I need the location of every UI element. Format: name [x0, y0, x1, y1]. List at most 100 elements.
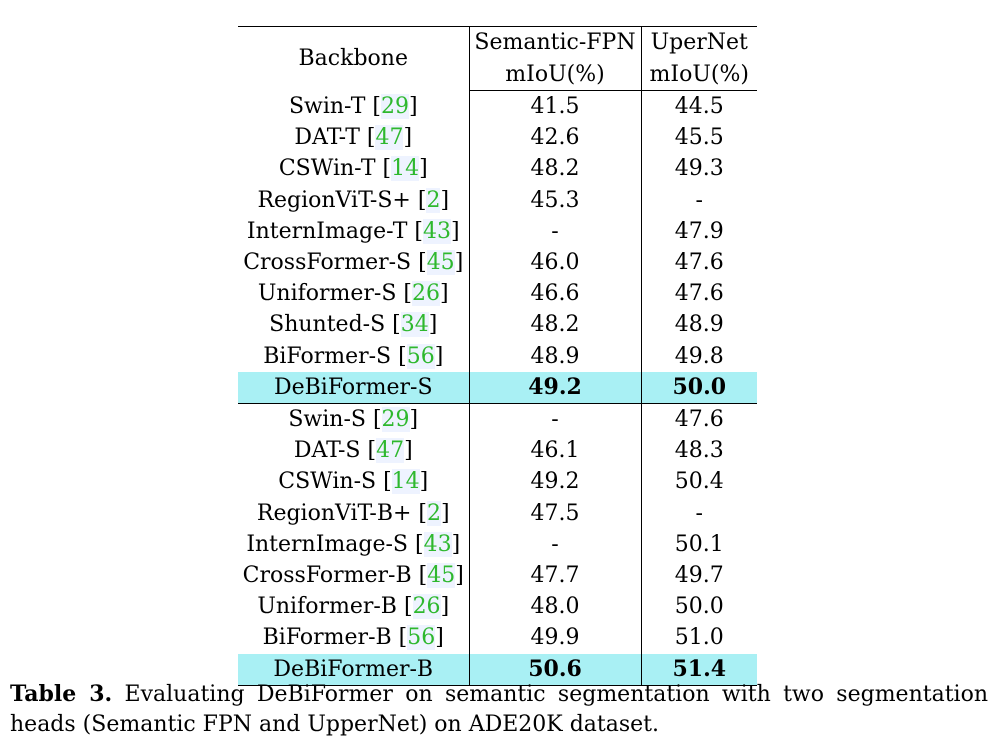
table-row: CSWin-T [14] 48.2 49.3 — [238, 153, 757, 185]
upernet-miou-cell: 49.3 — [674, 156, 724, 182]
citation-link[interactable]: 56 — [407, 625, 436, 651]
citation-link[interactable]: 47 — [375, 125, 404, 151]
upernet-miou-cell: 50.0 — [674, 594, 724, 620]
table-row: RegionViT-B+ [2] 47.5 - — [238, 497, 757, 529]
citation-link[interactable]: 56 — [406, 343, 435, 369]
upernet-miou-cell: 47.6 — [674, 250, 724, 276]
upernet-miou-cell: 51.4 — [641, 653, 757, 686]
citation-link[interactable]: 2 — [427, 500, 441, 526]
citation-link[interactable]: 45 — [426, 250, 455, 276]
fpn-miou-cell: - — [469, 403, 642, 436]
table-caption: Table 3. Evaluating DeBiFormer on semant… — [10, 679, 988, 740]
upernet-miou-cell: 50.4 — [674, 469, 724, 495]
backbone-name: RegionViT-S+ — [257, 187, 411, 213]
citation-link[interactable]: 2 — [426, 187, 441, 213]
backbone-cell: Uniformer-B [26] — [238, 591, 470, 623]
backbone-cell: Swin-T [29] — [238, 90, 470, 123]
backbone-name: CrossFormer-B — [242, 563, 412, 589]
fpn-miou-cell: 48.0 — [469, 591, 642, 623]
upernet-miou-cell: 47.9 — [674, 218, 724, 244]
backbone-name: BiFormer-S — [263, 343, 392, 369]
fpn-miou-cell: 46.1 — [469, 435, 642, 467]
fpn-miou-cell: 48.2 — [469, 153, 642, 185]
fpn-miou-cell: 46.0 — [469, 247, 642, 279]
table-row: DAT-T [47] 42.6 45.5 — [238, 122, 757, 154]
backbone-cell: BiFormer-B [56] — [238, 622, 470, 654]
backbone-name: DAT-T — [294, 125, 360, 151]
backbone-name: Uniformer-B — [257, 594, 397, 620]
citation-link[interactable]: 43 — [423, 531, 452, 557]
citation-link[interactable]: 45 — [427, 563, 456, 589]
backbone-cell: DAT-T [47] — [238, 122, 470, 154]
table-row: CrossFormer-B [45] 47.7 49.7 — [238, 560, 757, 592]
fpn-miou-cell: 48.9 — [469, 340, 642, 372]
header-fpn-line2: mIoU(%) — [469, 58, 642, 91]
backbone-name: CrossFormer-S — [243, 250, 412, 276]
table-row: DeBiFormer-B 50.6 51.4 — [238, 653, 757, 686]
caption-label: Table 3. — [10, 681, 113, 707]
header-fpn-line1: Semantic-FPN — [469, 26, 642, 59]
table-row: DeBiFormer-S 49.2 50.0 — [238, 371, 757, 405]
fpn-miou-cell: 41.5 — [469, 90, 642, 123]
backbone-cell: CSWin-T [14] — [238, 153, 470, 185]
fpn-miou-cell: - — [469, 528, 642, 561]
header-backbone: Backbone — [238, 26, 470, 91]
upernet-miou-cell: 50.0 — [641, 371, 757, 405]
table-row: InternImage-S [43] - 50.1 — [238, 528, 757, 561]
citation-link[interactable]: 29 — [380, 93, 409, 119]
backbone-name: Swin-T — [288, 93, 366, 119]
table-row: BiFormer-B [56] 49.9 51.0 — [238, 622, 757, 654]
backbone-cell: Swin-S [29] — [238, 403, 470, 436]
fpn-miou-cell: 49.2 — [469, 371, 642, 405]
table-body: Swin-T [29] 41.5 44.5 DAT-T [47] 42.6 45.5 CSW… — [238, 90, 757, 686]
upernet-miou-cell: 47.6 — [674, 281, 724, 307]
backbone-name: InternImage-T — [246, 218, 408, 244]
table-row: Swin-S [29] - 47.6 — [238, 403, 757, 436]
fpn-miou-cell: 45.3 — [469, 184, 642, 216]
citation-link[interactable]: 26 — [412, 281, 441, 307]
fpn-miou-cell: 47.7 — [469, 560, 642, 592]
fpn-miou-cell: 42.6 — [469, 122, 642, 154]
upernet-miou-cell: 48.3 — [674, 438, 724, 464]
citation-link[interactable]: 26 — [412, 594, 441, 620]
fpn-miou-cell: 47.5 — [469, 497, 642, 529]
backbone-cell: CSWin-S [14] — [238, 466, 470, 498]
citation-link[interactable]: 29 — [381, 407, 410, 433]
upernet-miou-cell: 47.6 — [674, 407, 724, 433]
citation-link[interactable]: 43 — [422, 218, 451, 244]
caption-text: Evaluating DeBiFormer on semantic segmen… — [10, 682, 988, 737]
citation-link[interactable]: 14 — [391, 469, 420, 495]
fpn-miou-cell: 46.6 — [469, 278, 642, 310]
backbone-name: Uniformer-S — [257, 281, 397, 307]
backbone-name: DeBiFormer-S — [273, 374, 433, 400]
citation-link[interactable]: 47 — [376, 438, 405, 464]
backbone-cell: RegionViT-S+ [2] — [238, 184, 470, 216]
table-row: DAT-S [47] 46.1 48.3 — [238, 435, 757, 467]
backbone-cell: InternImage-T [43] — [238, 215, 470, 248]
table-row: RegionViT-S+ [2] 45.3 - — [238, 184, 757, 216]
backbone-name: Shunted-S — [269, 312, 386, 338]
backbone-cell: CrossFormer-B [45] — [238, 560, 470, 592]
citation-link[interactable]: 14 — [391, 156, 420, 182]
upernet-miou-cell: - — [695, 500, 703, 526]
table-row: BiFormer-S [56] 48.9 49.8 — [238, 340, 757, 372]
citation-link[interactable]: 34 — [400, 312, 429, 338]
backbone-cell: DAT-S [47] — [238, 435, 470, 467]
table-row: Shunted-S [34] 48.2 48.9 — [238, 309, 757, 341]
backbone-name: DAT-S — [293, 438, 361, 464]
upernet-miou-cell: 49.8 — [674, 343, 724, 369]
upernet-miou-cell: 49.7 — [674, 563, 724, 589]
backbone-cell: Uniformer-S [26] — [238, 278, 470, 310]
backbone-cell: BiFormer-S [56] — [238, 340, 470, 372]
table-row: Swin-T [29] 41.5 44.5 — [238, 90, 757, 123]
table-row: Uniformer-B [26] 48.0 50.0 — [238, 591, 757, 623]
backbone-cell: DeBiFormer-S — [238, 371, 470, 405]
upernet-miou-cell: 45.5 — [674, 125, 724, 151]
backbone-cell: Shunted-S [34] — [238, 309, 470, 341]
fpn-miou-cell: 48.2 — [469, 309, 642, 341]
table-row: CSWin-S [14] 49.2 50.4 — [238, 466, 757, 498]
fpn-miou-cell: 49.9 — [469, 622, 642, 654]
backbone-cell: DeBiFormer-B — [238, 653, 470, 686]
backbone-cell: InternImage-S [43] — [238, 528, 470, 561]
backbone-cell: CrossFormer-S [45] — [238, 247, 470, 279]
